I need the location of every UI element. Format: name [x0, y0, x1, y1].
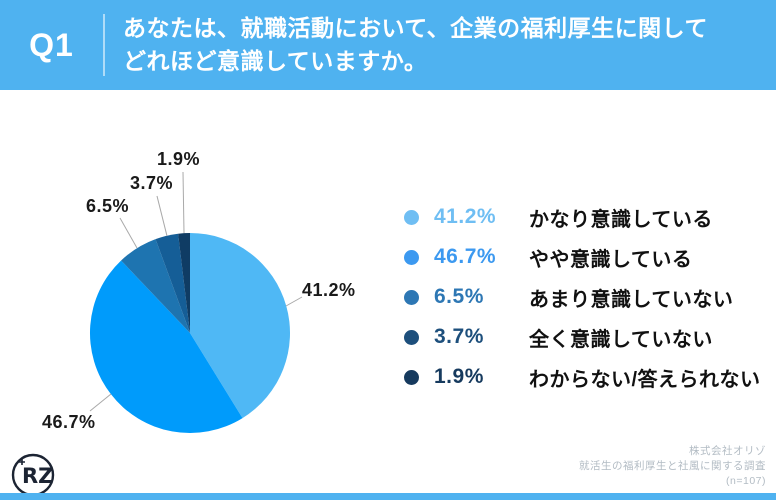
question-number: Q1	[29, 26, 74, 63]
question-text: あなたは、就職活動において、企業の福利厚生に関して どれほど意識していますか。	[105, 12, 708, 78]
pie-slice	[121, 239, 190, 333]
legend-percent: 6.5%	[434, 285, 484, 308]
survey-credit: 株式会社オリゾ 就活生の福利厚生と社風に関する調査 (n=107)	[579, 444, 766, 489]
legend-percent: 3.7%	[434, 325, 484, 348]
question-banner: Q1 あなたは、就職活動において、企業の福利厚生に関して どれほど意識しています…	[0, 0, 776, 90]
legend-dot-icon	[404, 249, 419, 265]
pie-value-callout: 41.2%	[302, 280, 356, 300]
legend-dot-icon	[404, 209, 419, 225]
callout-leader-lines	[89, 171, 303, 412]
rz-monogram-logo-icon: RZ	[11, 453, 55, 497]
pie-chart-area: 41.2% 46.7% 6.5% 3.7% 1.9%	[0, 130, 400, 485]
pie-slice	[190, 233, 291, 419]
survey-title: 就活生の福利厚生と社風に関する調査	[579, 460, 766, 472]
pie-slice	[89, 260, 243, 434]
pie-slice	[155, 233, 190, 333]
pie-value-callout: 1.9%	[157, 149, 201, 169]
pie-chart	[89, 171, 303, 434]
legend-row: 6.5% あまり意識していない	[404, 277, 769, 317]
legend-percent: 46.7%	[434, 245, 497, 268]
legend-label: やや意識している	[529, 248, 693, 271]
legend-dot-icon	[404, 329, 419, 345]
legend-dot-icon	[404, 289, 419, 305]
logo-monogram-text: RZ	[22, 464, 53, 488]
sample-size: (n=107)	[726, 475, 766, 487]
bottom-accent-strip	[0, 493, 776, 500]
pie-slices	[89, 233, 291, 434]
legend-percent: 41.2%	[434, 205, 497, 228]
legend-dot-icon	[404, 369, 419, 385]
legend-row: 1.9% わからない/答えられない	[404, 357, 769, 397]
legend-label: かなり意識している	[529, 208, 713, 231]
question-text-line1: あなたは、就職活動において、企業の福利厚生に関して	[123, 15, 708, 41]
question-text-line2: どれほど意識していますか。	[123, 48, 428, 74]
legend-label: あまり意識していない	[529, 288, 734, 311]
pie-slice	[178, 233, 190, 333]
pie-value-callout: 3.7%	[130, 173, 174, 193]
legend-row: 41.2% かなり意識している	[404, 197, 769, 237]
legend-percent: 1.9%	[434, 365, 484, 388]
chart-legend: 41.2% かなり意識している 46.7% やや意識している 6.5% あまり意…	[404, 197, 769, 397]
legend-row: 3.7% 全く意識していない	[404, 317, 769, 357]
pie-value-callout: 6.5%	[86, 196, 130, 216]
pie-value-callout: 46.7%	[42, 412, 96, 432]
legend-row: 46.7% やや意識している	[404, 237, 769, 277]
legend-label: 全く意識していない	[529, 328, 713, 351]
legend-label: わからない/答えられない	[529, 368, 761, 391]
company-name: 株式会社オリゾ	[689, 445, 766, 457]
banner-divider	[103, 14, 105, 76]
